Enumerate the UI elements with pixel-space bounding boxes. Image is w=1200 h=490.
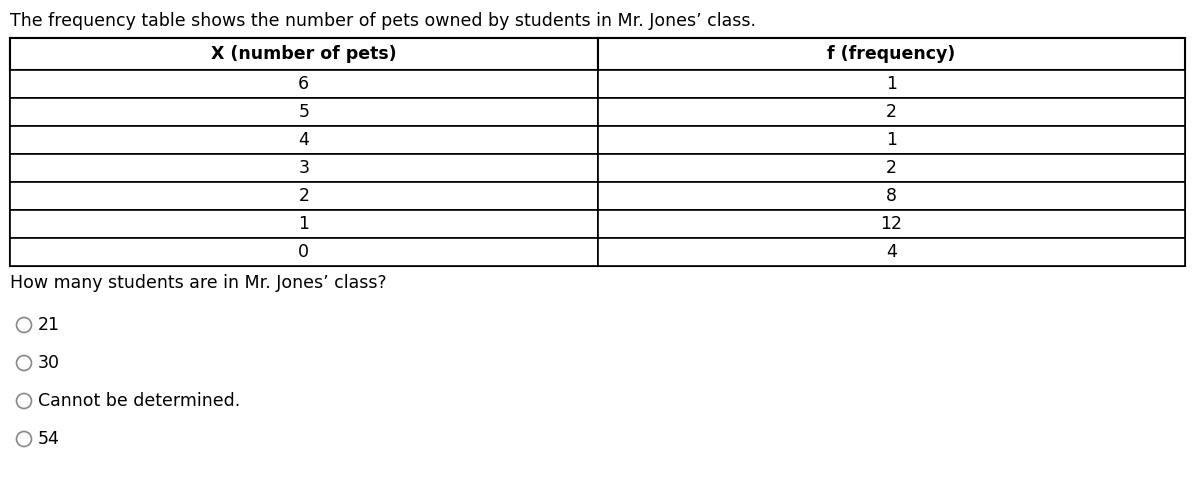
Text: 1: 1 xyxy=(299,215,310,233)
Bar xyxy=(598,154,1186,182)
Text: The frequency table shows the number of pets owned by students in Mr. Jones’ cla: The frequency table shows the number of … xyxy=(10,12,756,30)
Text: 4: 4 xyxy=(299,131,310,149)
Text: 12: 12 xyxy=(881,215,902,233)
Bar xyxy=(10,98,598,126)
Bar xyxy=(10,238,598,266)
Bar xyxy=(598,126,1186,154)
Bar xyxy=(10,70,598,98)
Text: 5: 5 xyxy=(299,103,310,121)
Bar xyxy=(10,182,598,210)
Bar xyxy=(10,154,598,182)
Text: f (frequency): f (frequency) xyxy=(827,45,955,63)
Bar xyxy=(598,98,1186,126)
Text: How many students are in Mr. Jones’ class?: How many students are in Mr. Jones’ clas… xyxy=(10,274,386,292)
Text: 2: 2 xyxy=(886,103,896,121)
Text: Cannot be determined.: Cannot be determined. xyxy=(37,392,240,410)
Bar xyxy=(598,70,1186,98)
Text: 3: 3 xyxy=(299,159,310,177)
Bar xyxy=(10,210,598,238)
Bar xyxy=(598,38,1186,70)
Text: 6: 6 xyxy=(298,75,310,93)
Text: 1: 1 xyxy=(886,131,896,149)
Text: 2: 2 xyxy=(886,159,896,177)
Text: 1: 1 xyxy=(886,75,896,93)
Text: 8: 8 xyxy=(886,187,896,205)
Text: 4: 4 xyxy=(886,243,896,261)
Text: 21: 21 xyxy=(37,316,60,334)
Text: 2: 2 xyxy=(299,187,310,205)
Bar xyxy=(10,38,598,70)
Text: 54: 54 xyxy=(37,430,59,448)
Bar xyxy=(10,126,598,154)
Bar xyxy=(10,38,1186,266)
Bar xyxy=(598,210,1186,238)
Text: X (number of pets): X (number of pets) xyxy=(211,45,396,63)
Bar xyxy=(598,238,1186,266)
Bar xyxy=(598,182,1186,210)
Text: 30: 30 xyxy=(37,354,60,372)
Text: 0: 0 xyxy=(299,243,310,261)
